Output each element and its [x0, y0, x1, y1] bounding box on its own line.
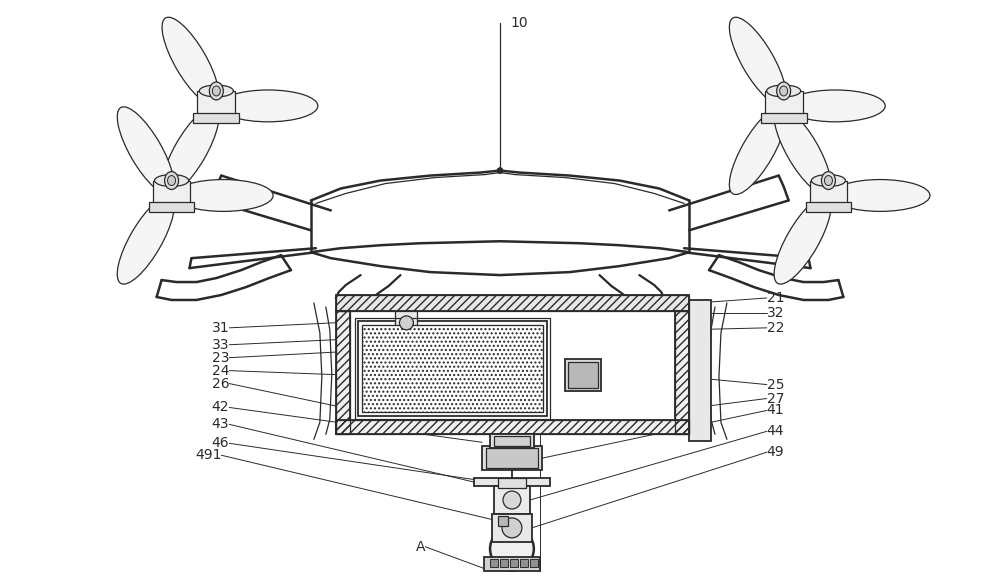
Bar	[498, 516, 508, 526]
Ellipse shape	[162, 17, 219, 105]
Bar	[336, 295, 689, 311]
Text: 491: 491	[195, 448, 221, 462]
Bar	[530, 559, 538, 566]
Bar	[498, 478, 526, 488]
Bar	[520, 559, 528, 566]
Ellipse shape	[162, 107, 219, 194]
Ellipse shape	[199, 85, 233, 97]
Bar	[336, 295, 689, 311]
Text: 43: 43	[212, 417, 229, 431]
Bar	[197, 91, 235, 121]
Bar	[336, 420, 689, 434]
Text: 10: 10	[510, 16, 528, 31]
Text: 33: 33	[212, 338, 229, 352]
Bar	[336, 311, 350, 434]
Ellipse shape	[830, 180, 930, 211]
Text: 24: 24	[212, 363, 229, 377]
Bar	[490, 434, 534, 448]
Text: 25: 25	[767, 377, 784, 392]
Bar	[336, 311, 350, 434]
Bar	[193, 113, 239, 123]
Bar	[153, 181, 190, 210]
Ellipse shape	[767, 85, 801, 97]
Bar	[490, 559, 498, 566]
Bar	[806, 203, 851, 212]
Text: 49: 49	[767, 446, 784, 459]
Bar	[510, 559, 518, 566]
Bar	[484, 556, 540, 571]
Ellipse shape	[165, 171, 179, 190]
Bar	[350, 311, 675, 420]
Ellipse shape	[174, 180, 273, 211]
Ellipse shape	[777, 82, 791, 100]
Bar	[358, 321, 547, 416]
Ellipse shape	[212, 86, 220, 96]
Ellipse shape	[780, 86, 788, 96]
Bar	[810, 181, 847, 210]
Ellipse shape	[821, 171, 835, 190]
Circle shape	[502, 518, 522, 538]
Ellipse shape	[774, 107, 831, 194]
Bar	[565, 359, 601, 390]
Ellipse shape	[155, 174, 189, 187]
Text: 22: 22	[767, 321, 784, 335]
Text: 23: 23	[212, 350, 229, 365]
Bar	[500, 559, 508, 566]
Bar	[765, 91, 803, 121]
Circle shape	[503, 491, 521, 509]
Circle shape	[490, 527, 534, 571]
Ellipse shape	[218, 90, 318, 122]
Circle shape	[399, 316, 413, 330]
Bar	[482, 446, 542, 470]
Text: 31: 31	[212, 321, 229, 335]
Bar	[362, 325, 543, 413]
Text: 26: 26	[212, 377, 229, 390]
Ellipse shape	[786, 90, 885, 122]
Bar	[486, 448, 538, 468]
Bar	[474, 478, 550, 486]
Ellipse shape	[824, 176, 832, 185]
Bar	[761, 113, 807, 123]
Bar	[336, 420, 689, 434]
Text: 42: 42	[212, 400, 229, 414]
Text: 32: 32	[767, 306, 784, 320]
Text: 46: 46	[212, 436, 229, 450]
Bar	[675, 311, 689, 434]
Text: 44: 44	[767, 424, 784, 438]
Bar	[689, 300, 711, 441]
Text: A: A	[416, 540, 425, 554]
Ellipse shape	[168, 176, 176, 185]
Ellipse shape	[729, 107, 786, 194]
Text: 27: 27	[767, 392, 784, 406]
Text: 21: 21	[767, 291, 784, 305]
Ellipse shape	[117, 107, 174, 194]
Bar	[492, 514, 532, 542]
Bar	[568, 362, 598, 387]
Circle shape	[498, 168, 502, 173]
Ellipse shape	[811, 174, 845, 187]
Bar	[149, 203, 194, 212]
Bar	[395, 311, 417, 339]
Bar	[494, 486, 530, 514]
Ellipse shape	[729, 17, 786, 105]
Ellipse shape	[117, 197, 174, 284]
Bar	[675, 311, 689, 434]
Ellipse shape	[774, 197, 831, 284]
Bar	[494, 436, 530, 446]
Text: 41: 41	[767, 403, 784, 417]
Ellipse shape	[209, 82, 223, 100]
Bar	[355, 318, 550, 419]
